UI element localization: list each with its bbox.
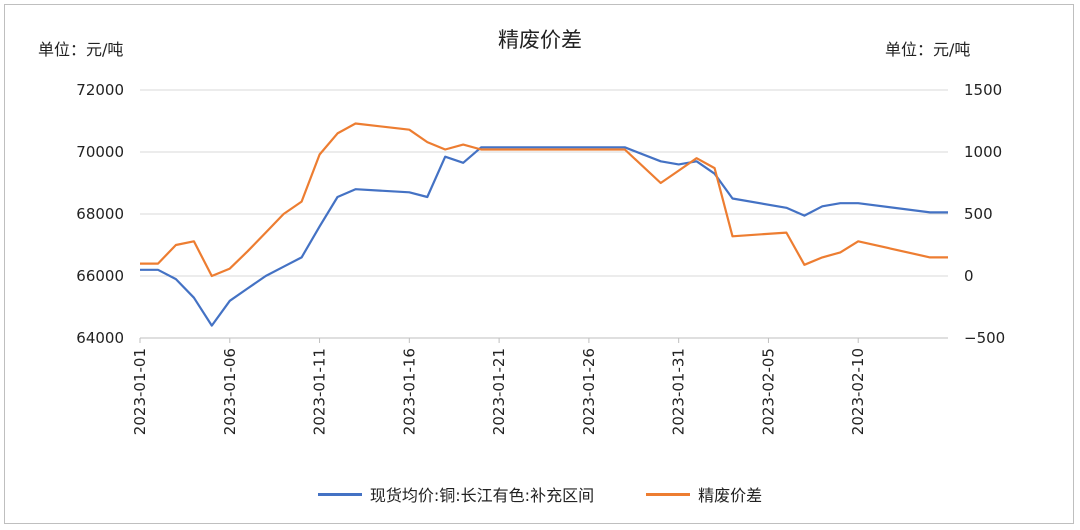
chart-title: 精废价差 [498,28,582,52]
series-line-copper-price [140,146,948,327]
x-tick-label: 2023-01-11 [311,348,329,435]
right-tick-label: 0 [964,267,974,285]
left-tick-label: 68000 [76,205,124,223]
left-tick-label: 72000 [76,81,124,99]
chart-frame [4,4,1074,524]
legend-item-spread: 精废价差 [646,482,762,506]
x-tick-label: 2023-01-31 [670,348,688,435]
left-axis-unit: 单位：元/吨 [38,40,124,59]
left-tick-label: 66000 [76,267,124,285]
right-tick-label: 500 [964,205,993,223]
right-axis-unit: 单位：元/吨 [885,40,971,59]
x-tick-label: 2023-01-16 [400,348,418,435]
series-line-price-spread [140,122,948,278]
x-tick-label: 2023-01-21 [490,348,508,435]
legend: 现货均价:铜:长江有色:补充区间 精废价差 [0,482,1080,506]
x-tick-label: 2023-01-06 [221,348,239,435]
right-tick-label: 1500 [964,81,1002,99]
legend-label-spread: 精废价差 [698,486,763,505]
right-tick-label: 1000 [964,143,1002,161]
legend-label-copper: 现货均价:铜:长江有色:补充区间 [369,486,595,505]
left-tick-label: 70000 [76,143,124,161]
x-tick-label: 2023-01-01 [131,348,149,435]
left-tick-label: 64000 [76,329,124,347]
x-tick-label: 2023-02-10 [849,348,867,435]
legend-item-copper: 现货均价:铜:长江有色:补充区间 [317,482,595,506]
legend-swatch-copper [317,492,362,496]
legend-swatch-spread [646,492,691,496]
x-tick-label: 2023-02-05 [759,348,777,435]
x-tick-label: 2023-01-26 [580,348,598,435]
right-tick-label: −500 [964,329,1005,347]
